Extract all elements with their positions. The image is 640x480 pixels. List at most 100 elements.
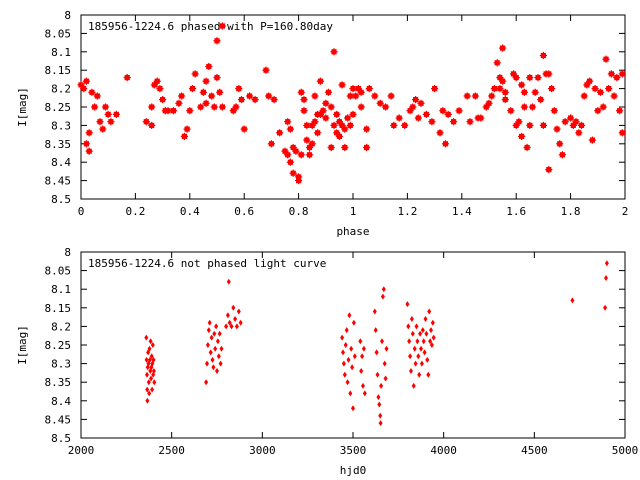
y-tick-label: 8.5 [51, 193, 71, 206]
data-point [207, 319, 212, 326]
data-point [210, 102, 219, 112]
data-point [438, 106, 447, 115]
data-point [204, 379, 209, 386]
data-point [571, 117, 581, 126]
data-point [429, 327, 433, 334]
data-point [209, 334, 214, 341]
data-point [525, 73, 534, 82]
data-point [302, 135, 311, 145]
data-point [596, 88, 605, 97]
data-point [618, 128, 627, 138]
data-point [210, 356, 215, 363]
x-tick-label: 2000 [68, 444, 95, 457]
data-point [405, 301, 410, 308]
data-point [231, 304, 236, 311]
x-tick-label: 0.4 [180, 205, 200, 218]
data-point [106, 117, 116, 126]
data-point [286, 124, 295, 134]
data-point [95, 117, 105, 126]
data-point [340, 124, 349, 134]
data-point [152, 379, 157, 386]
data-point [370, 91, 379, 101]
data-point [343, 113, 352, 123]
x-tick-label: 4500 [521, 444, 548, 457]
data-point [344, 327, 349, 334]
x-tick-label: 3000 [249, 444, 276, 457]
y-tick-label: 8.45 [45, 413, 72, 426]
data-point [561, 117, 570, 126]
x-tick-label: 0.2 [125, 205, 145, 218]
data-point [245, 91, 254, 101]
x-tick-label: 1.2 [397, 205, 417, 218]
chart-title: 185956-1224.6 phased with P=160.80day [88, 20, 333, 33]
data-point [239, 124, 249, 134]
data-point [471, 91, 480, 101]
data-point [580, 91, 589, 101]
data-point [87, 88, 97, 97]
data-point [539, 51, 548, 60]
plot-frame [80, 14, 626, 200]
data-point [313, 128, 322, 138]
data-point [283, 150, 292, 160]
data-point [352, 353, 357, 360]
data-point [409, 368, 413, 374]
data-point [145, 397, 150, 404]
data-point [373, 327, 378, 334]
chart-title: 185956-1224.6 not phased light curve [88, 257, 326, 270]
data-point [147, 102, 156, 112]
data-point [329, 47, 339, 56]
data-point [555, 139, 564, 149]
data-point [414, 113, 423, 123]
data-point [238, 319, 243, 326]
data-point [376, 99, 385, 108]
data-point [180, 132, 189, 141]
data-point [550, 106, 559, 115]
data-point [213, 345, 218, 352]
x-tick-label: 1 [350, 205, 357, 218]
x-tick-label: 1.4 [452, 205, 472, 218]
data-point [275, 128, 284, 138]
data-point [423, 316, 428, 322]
data-point [574, 128, 583, 138]
data-point [348, 110, 358, 119]
data-point [427, 308, 432, 315]
y-tick-label: 8.3 [51, 119, 71, 132]
y-tick-label: 8.35 [45, 138, 72, 151]
y-tick-label: 8.25 [45, 101, 72, 114]
y-tick-label: 8.05 [45, 27, 72, 40]
data-point [544, 165, 553, 174]
x-tick-label: 3500 [340, 444, 367, 457]
data-point [607, 69, 616, 79]
data-point [158, 95, 167, 104]
data-point [384, 345, 389, 352]
x-tick-label: 1.8 [561, 205, 581, 218]
data-point [498, 76, 507, 86]
data-point [321, 99, 330, 108]
data-point [449, 117, 458, 126]
data-point [358, 338, 363, 345]
data-point [327, 102, 336, 112]
data-point [342, 371, 347, 378]
data-point [463, 91, 472, 101]
data-point [264, 91, 273, 101]
data-point [599, 102, 608, 112]
data-point [351, 91, 360, 101]
data-point [612, 73, 621, 82]
data-point [231, 102, 241, 112]
x-tick-label: 0.8 [289, 205, 309, 218]
y-tick-label: 8 [64, 246, 71, 259]
data-point [422, 110, 431, 119]
y-tick-label: 8.25 [45, 339, 72, 352]
data-point [185, 106, 195, 115]
data-point [98, 124, 108, 134]
data-point [517, 80, 526, 90]
data-point [411, 382, 416, 389]
data-point [201, 76, 211, 86]
data-point [177, 91, 186, 101]
data-point [593, 106, 602, 115]
y-tick-label: 8.1 [51, 46, 71, 59]
data-point [236, 308, 241, 315]
data-point [291, 146, 301, 156]
data-point [212, 330, 217, 337]
data-point [341, 360, 346, 367]
